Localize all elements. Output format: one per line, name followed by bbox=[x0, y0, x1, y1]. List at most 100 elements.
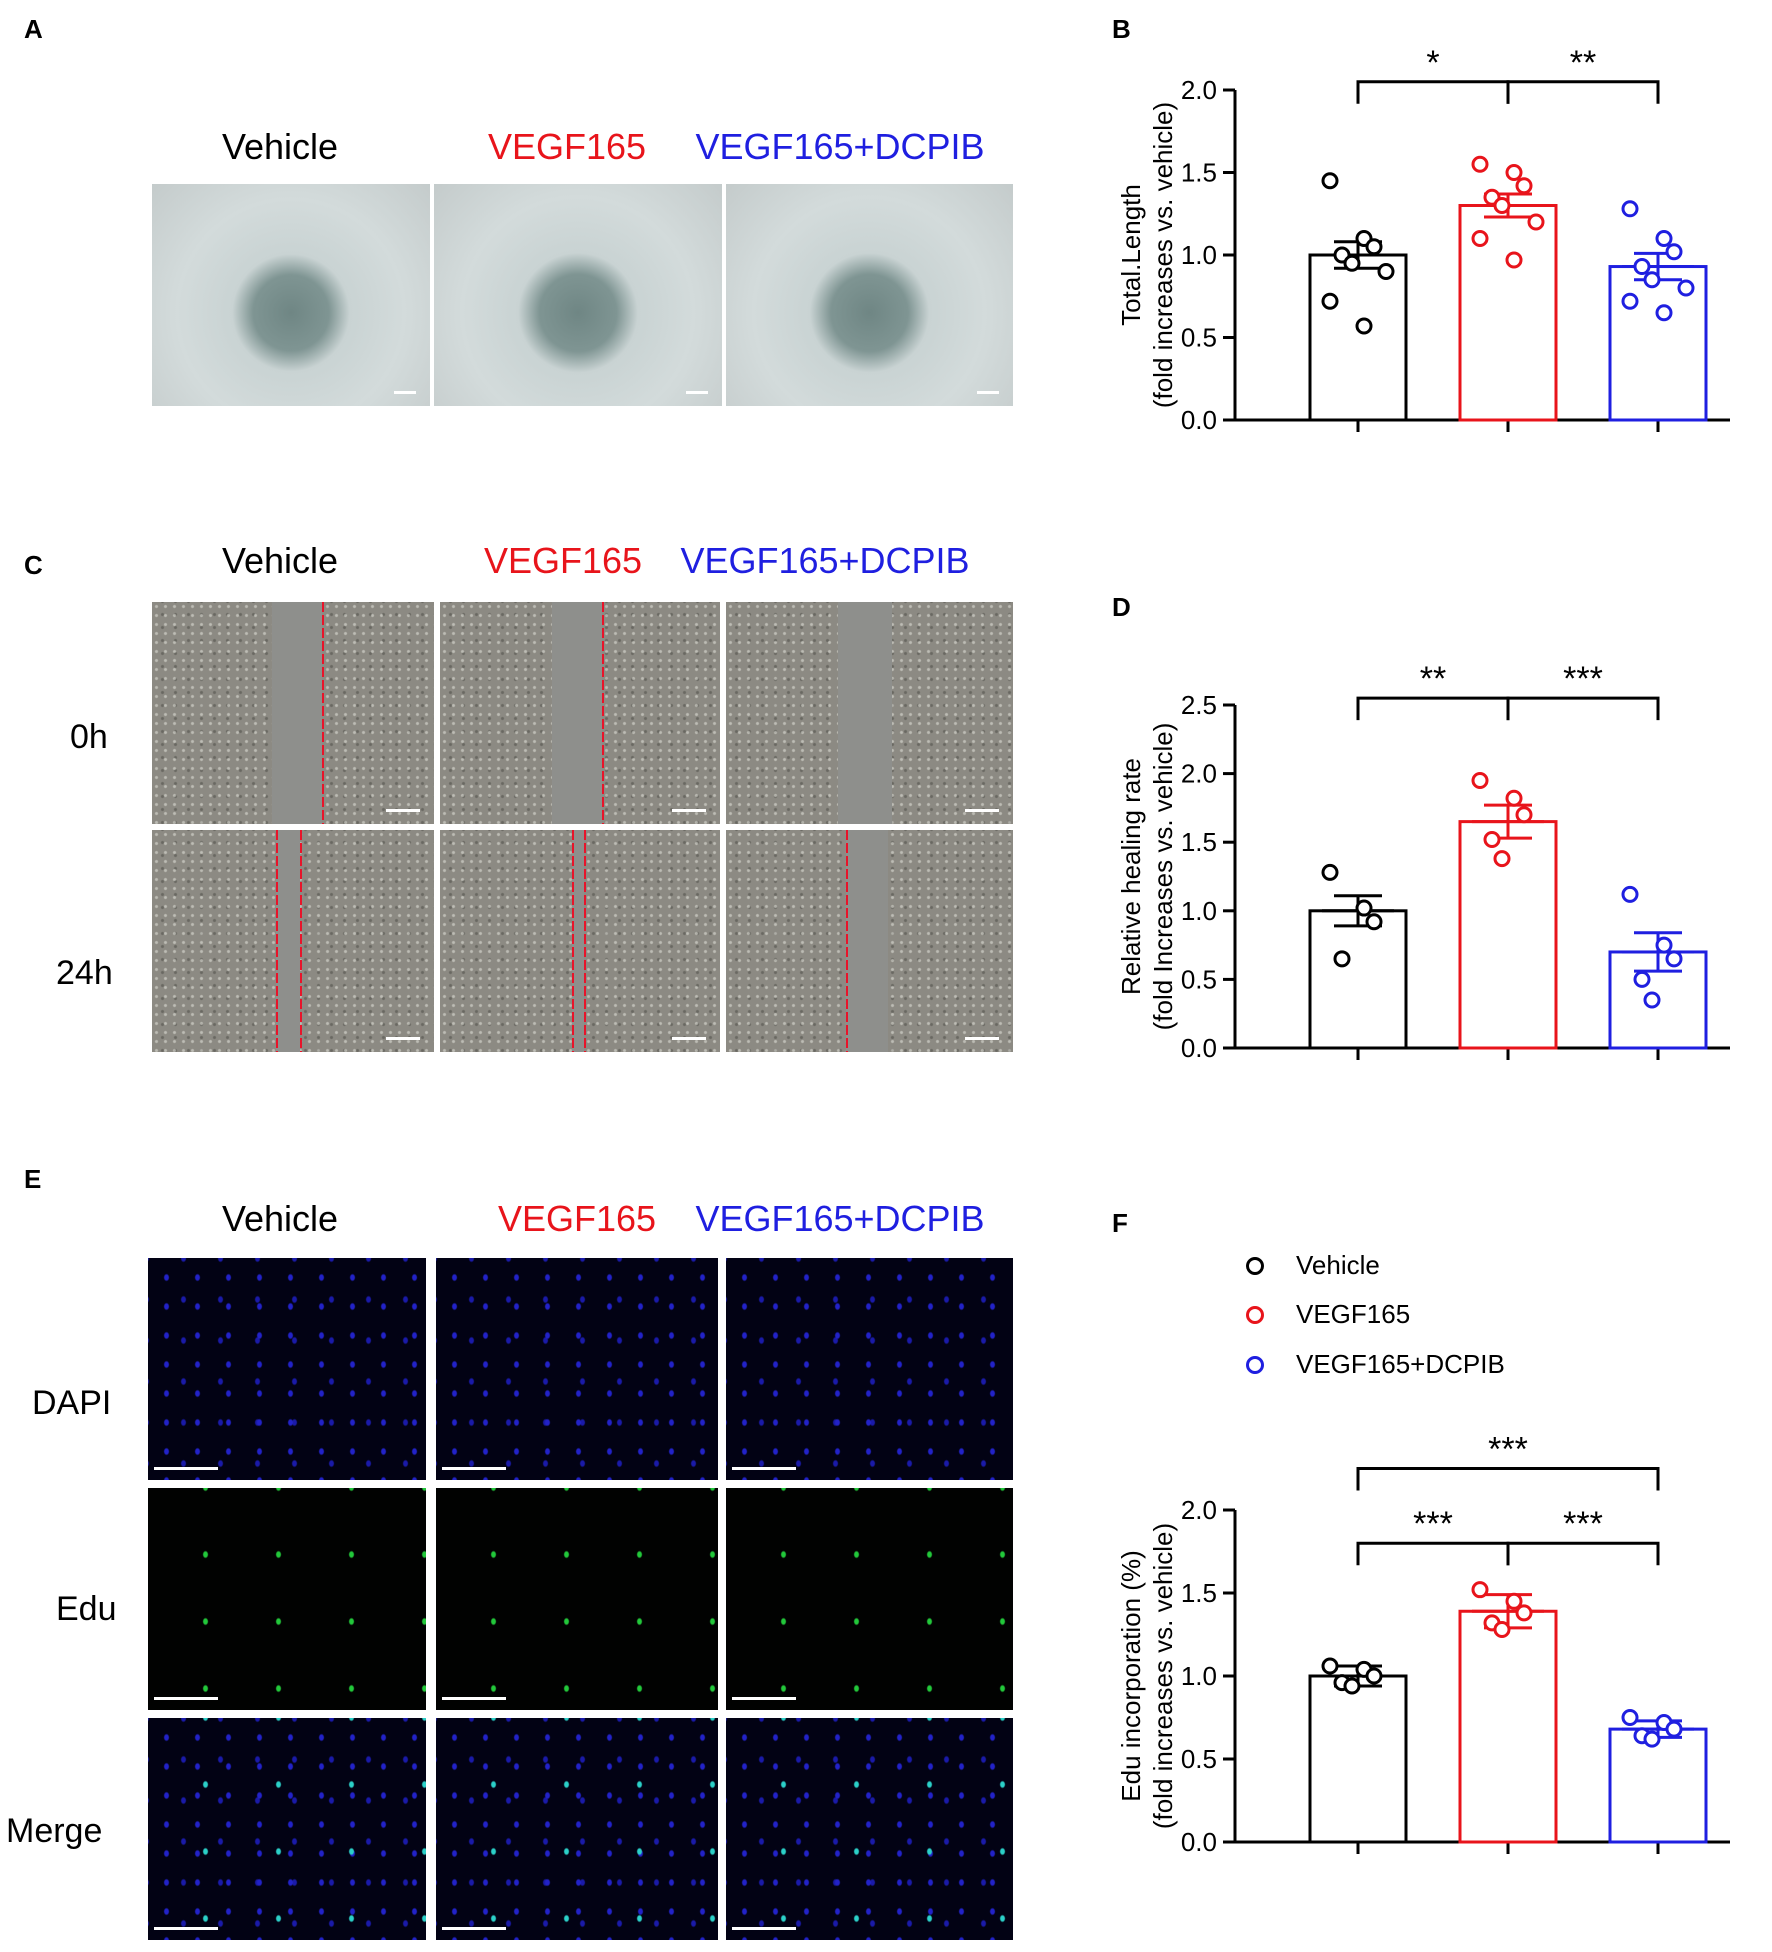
legend-label-vegf165: VEGF165 bbox=[1296, 1299, 1411, 1329]
scale-bar bbox=[732, 1697, 796, 1700]
data-point bbox=[1621, 1709, 1639, 1726]
scale-bar bbox=[386, 809, 420, 812]
y-tick-label: 0.5 bbox=[1181, 1744, 1217, 1774]
panel-letter-b: B bbox=[1112, 14, 1131, 44]
data-point bbox=[1321, 172, 1339, 190]
panel-c-label-vegf165: VEGF165 bbox=[483, 540, 643, 581]
panel-c-row-24h: 24h bbox=[56, 954, 113, 992]
scale-bar bbox=[965, 809, 999, 812]
significance-bracket bbox=[1506, 1541, 1660, 1566]
wound-edge-line bbox=[584, 830, 586, 1052]
wound-edge-line bbox=[322, 602, 324, 824]
y-axis-label: Edu incorporation (%) bbox=[1116, 1550, 1146, 1801]
panel-c-image-vegf165-dcpib-24h bbox=[726, 830, 1013, 1052]
y-tick-label: 0.5 bbox=[1181, 964, 1217, 994]
scale-bar bbox=[965, 1037, 999, 1040]
panel-c-image-vehicle-24h bbox=[152, 830, 434, 1052]
chart-d: 0.0 0.5 1.0 1.5 2.0 2.5 Relative healing rate(… bbox=[1116, 660, 1730, 1063]
panel-a-image-vegf165-dcpib bbox=[726, 184, 1013, 406]
data-point bbox=[1643, 991, 1661, 1009]
data-point bbox=[1621, 885, 1639, 903]
legend-marker-vehicle bbox=[1246, 1257, 1264, 1275]
scale-bar bbox=[154, 1697, 218, 1700]
wound-edge-line bbox=[602, 602, 604, 824]
data-point bbox=[1665, 950, 1683, 968]
data-point bbox=[1471, 1581, 1489, 1599]
data-point bbox=[1621, 292, 1639, 310]
wound-gap bbox=[276, 830, 300, 1052]
significance-label: ** bbox=[1570, 50, 1596, 82]
scale-bar bbox=[732, 1927, 796, 1930]
panel-a-label-vegf165-dcpib: VEGF165+DCPIB bbox=[695, 126, 985, 167]
data-point bbox=[1343, 1677, 1361, 1695]
panel-c-image-vegf165-0h bbox=[440, 602, 720, 824]
significance-label: * bbox=[1426, 50, 1439, 82]
data-point bbox=[1365, 238, 1383, 256]
significance-bracket bbox=[1506, 80, 1660, 104]
data-point bbox=[1321, 292, 1339, 310]
y-tick-label: 1.0 bbox=[1181, 240, 1217, 270]
significance-bracket bbox=[1356, 696, 1510, 721]
data-point bbox=[1321, 1657, 1339, 1675]
y-axis-label-secondary: (fold increases vs. vehicle) bbox=[1148, 1523, 1178, 1829]
data-point bbox=[1665, 1720, 1683, 1738]
scale-bar bbox=[732, 1467, 796, 1470]
scale-bar bbox=[394, 391, 416, 394]
panel-e-image-vegf165-dcpib-edu bbox=[726, 1488, 1013, 1710]
significance-bracket bbox=[1356, 1467, 1660, 1491]
significance-label: *** bbox=[1488, 1431, 1528, 1469]
wound-gap bbox=[846, 830, 888, 1052]
y-axis-label: Relative healing rate bbox=[1116, 758, 1146, 995]
y-tick-label: 0.5 bbox=[1181, 323, 1217, 353]
wound-gap bbox=[838, 602, 892, 824]
data-point bbox=[1655, 230, 1673, 247]
panel-e-label-vehicle: Vehicle bbox=[221, 1198, 339, 1239]
panel-a-image-vegf165 bbox=[434, 184, 722, 406]
significance-label: *** bbox=[1413, 1505, 1453, 1543]
data-point bbox=[1493, 197, 1511, 214]
scale-bar bbox=[672, 1037, 706, 1040]
y-tick-label: 0.0 bbox=[1181, 405, 1217, 435]
panel-e-image-vehicle-dapi bbox=[148, 1258, 426, 1480]
scale-bar bbox=[686, 391, 708, 394]
significance-label: ** bbox=[1420, 660, 1446, 698]
scale-bar bbox=[977, 391, 999, 394]
legend-marker-vegf165 bbox=[1246, 1306, 1264, 1324]
panel-letter-e: E bbox=[24, 1164, 42, 1194]
wound-gap bbox=[552, 602, 602, 824]
wound-edge-line bbox=[572, 830, 574, 1052]
panel-letter-f: F bbox=[1112, 1208, 1128, 1238]
panel-c-image-vehicle-0h bbox=[152, 602, 434, 824]
data-point bbox=[1355, 899, 1373, 917]
data-point bbox=[1515, 177, 1533, 195]
data-point bbox=[1655, 936, 1673, 954]
data-point bbox=[1665, 243, 1683, 261]
data-point bbox=[1643, 1730, 1661, 1748]
y-tick-label: 1.0 bbox=[1181, 1661, 1217, 1691]
significance-label: *** bbox=[1563, 1505, 1603, 1543]
y-tick-label: 1.5 bbox=[1181, 1578, 1217, 1608]
data-point bbox=[1505, 164, 1523, 181]
data-point bbox=[1633, 970, 1651, 988]
data-point bbox=[1377, 263, 1395, 280]
bar-1 bbox=[1308, 1674, 1408, 1844]
significance-bracket bbox=[1506, 696, 1660, 721]
panel-e-label-vegf165: VEGF165 bbox=[497, 1198, 657, 1239]
y-tick-label: 2.5 bbox=[1181, 690, 1217, 720]
data-point bbox=[1621, 200, 1639, 218]
bar-1 bbox=[1308, 909, 1408, 1050]
y-tick-label: 2.0 bbox=[1181, 759, 1217, 789]
scale-bar bbox=[154, 1927, 218, 1930]
panel-e-row-edu: Edu bbox=[56, 1590, 117, 1628]
data-point bbox=[1365, 1667, 1383, 1685]
y-axis-label-secondary: (fold Increases vs. vehicle) bbox=[1148, 723, 1178, 1031]
wound-edge-line bbox=[300, 830, 302, 1052]
wound-edge-line bbox=[276, 830, 278, 1052]
panel-c-label-vegf165-dcpib: VEGF165+DCPIB bbox=[680, 540, 970, 581]
chart-f: 0.0 0.5 1.0 1.5 2.0 Edu incorporation (%) (fol… bbox=[1116, 1431, 1730, 1857]
panel-e-image-vegf165-dapi bbox=[436, 1258, 718, 1480]
data-point bbox=[1493, 850, 1511, 868]
panel-e-row-merge: Merge bbox=[6, 1812, 103, 1850]
panel-c-row-0h: 0h bbox=[70, 718, 108, 756]
panel-letter-a: A bbox=[24, 14, 43, 44]
